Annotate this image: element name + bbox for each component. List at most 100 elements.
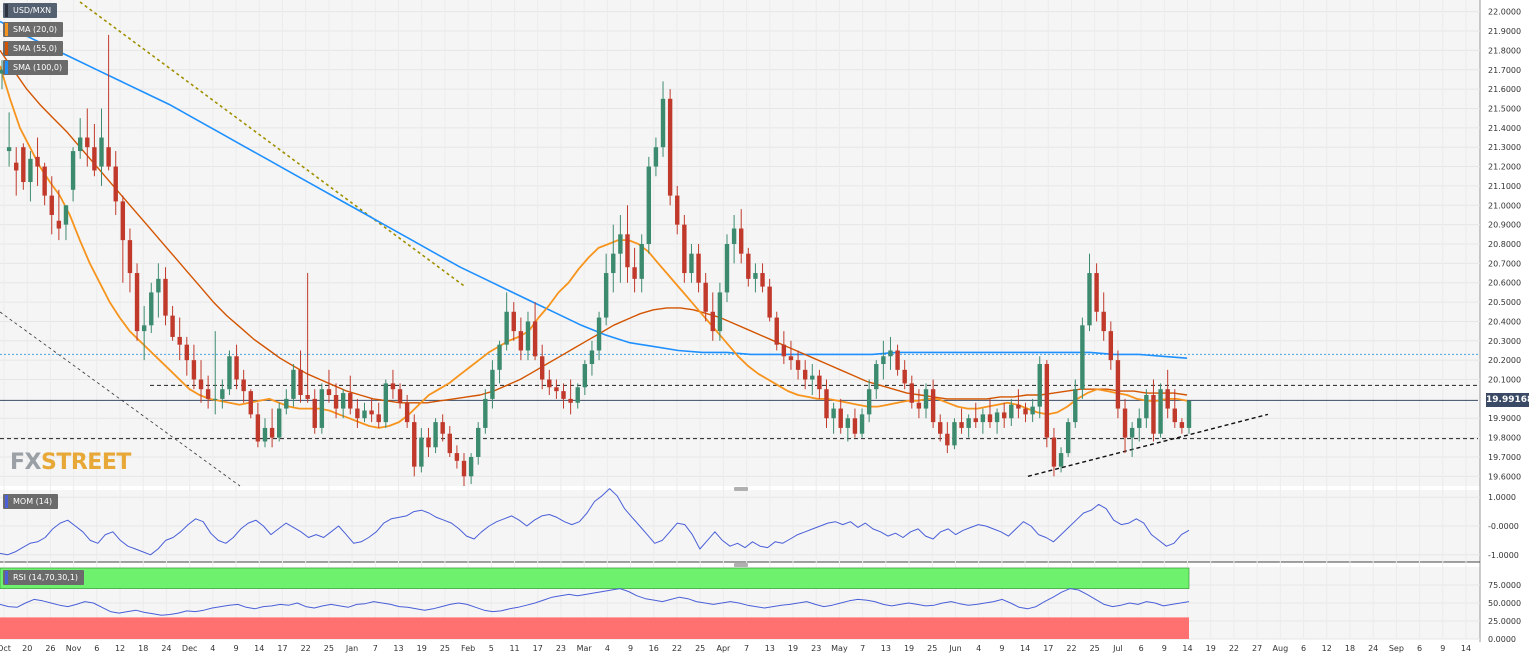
candle-body <box>874 364 879 390</box>
candle-body <box>454 453 460 461</box>
candle-body <box>561 391 566 399</box>
candle-body <box>362 410 367 419</box>
candle <box>618 214 623 283</box>
x-tick-label: 14 <box>1020 644 1030 653</box>
candle-body <box>987 414 993 423</box>
candle <box>113 151 118 215</box>
candle <box>404 395 410 428</box>
x-tick-label: 22 <box>1066 644 1076 653</box>
candle <box>639 234 644 293</box>
price-tick-label: 19.7000 <box>1488 453 1521 462</box>
rsi-swatch <box>5 571 8 584</box>
candle-body <box>440 422 445 434</box>
candle-body <box>575 387 580 403</box>
price-tick-label: 20.7000 <box>1488 259 1521 268</box>
candle-body <box>1151 395 1156 434</box>
candle <box>163 267 168 326</box>
panel-resize-handle-rsi[interactable] <box>734 563 748 567</box>
rsi-zones <box>0 567 1190 639</box>
x-tick-label: 22 <box>1229 644 1239 653</box>
candle-body <box>539 356 545 380</box>
mom-legend[interactable]: MOM (14) <box>3 494 59 509</box>
x-tick-label: 7 <box>860 644 865 653</box>
candle <box>1144 389 1149 428</box>
horizontal-levels <box>0 353 1478 440</box>
candle-body <box>980 414 986 423</box>
candle <box>987 398 993 428</box>
price-tick-label: 21.6000 <box>1488 85 1521 94</box>
logo-part-fx: FX <box>10 450 42 475</box>
candle-body <box>817 375 822 390</box>
rsi-legend[interactable]: RSI (14,70,30,1) <box>3 570 85 585</box>
candle-body <box>596 317 602 351</box>
candle <box>390 369 396 399</box>
candle-body <box>419 437 424 467</box>
x-tick-label: 24 <box>161 644 171 653</box>
x-tick-label: May <box>831 644 848 653</box>
candle <box>554 379 559 399</box>
candle-body <box>881 356 886 365</box>
candle <box>1016 389 1021 419</box>
candle-body <box>1016 404 1021 409</box>
sma20-legend[interactable]: SMA (20,0) <box>3 22 64 37</box>
candle <box>483 389 488 434</box>
sma55-line <box>0 50 1188 404</box>
candle-body <box>625 234 630 268</box>
candle <box>980 408 986 434</box>
candle-body <box>227 356 232 390</box>
candle-body <box>461 460 467 477</box>
x-tick-label: 26 <box>45 644 55 653</box>
candle <box>568 379 573 415</box>
candle-body <box>1158 389 1163 434</box>
candle-body <box>1108 331 1114 361</box>
candle-body <box>518 331 524 351</box>
candle-body <box>348 393 353 409</box>
mom-line <box>0 488 1190 556</box>
candle <box>611 224 616 293</box>
candle <box>930 379 936 428</box>
symbol-swatch <box>5 4 8 17</box>
candle-body <box>113 166 118 202</box>
candle <box>35 137 40 186</box>
candle-body <box>412 422 417 467</box>
price-tick-label: 20.5000 <box>1488 298 1521 307</box>
candle-body <box>845 418 851 428</box>
candle <box>184 336 190 376</box>
candle-body <box>397 389 403 403</box>
sma55-legend[interactable]: SMA (55,0) <box>3 41 64 56</box>
candle-body <box>213 398 218 400</box>
candle <box>525 311 531 361</box>
fxstreet-logo: FXSTREET <box>10 450 131 475</box>
x-tick-label: 25 <box>927 644 937 653</box>
candle-body <box>532 321 538 357</box>
symbol-legend[interactable]: USD/MXN <box>3 3 58 18</box>
candle <box>85 108 90 167</box>
rsi-series-line <box>0 588 1190 616</box>
candle <box>1179 418 1185 434</box>
candle <box>1115 350 1121 419</box>
candle <box>127 228 133 293</box>
candle-body <box>753 273 758 279</box>
candle-body <box>959 422 964 428</box>
candle <box>746 247 751 287</box>
support-trendline <box>1027 413 1269 477</box>
candle-body <box>795 360 801 370</box>
sma100-legend[interactable]: SMA (100,0) <box>3 60 69 75</box>
candle <box>973 402 978 428</box>
rsi-tick-label: 0.0000 <box>1488 635 1516 644</box>
candle-body <box>255 414 261 442</box>
panel-resize-handle-mom[interactable] <box>734 487 748 491</box>
candle-body <box>774 317 779 345</box>
candle-body <box>731 228 737 244</box>
candle <box>255 402 261 448</box>
candle-body <box>497 344 502 370</box>
candle-body <box>1179 422 1185 428</box>
candle-body <box>163 278 168 316</box>
candle-body <box>1122 408 1128 438</box>
candle-body <box>1101 311 1106 332</box>
candle-body <box>77 137 83 152</box>
candle <box>859 408 865 438</box>
candle <box>1073 379 1078 428</box>
candle <box>191 344 197 390</box>
